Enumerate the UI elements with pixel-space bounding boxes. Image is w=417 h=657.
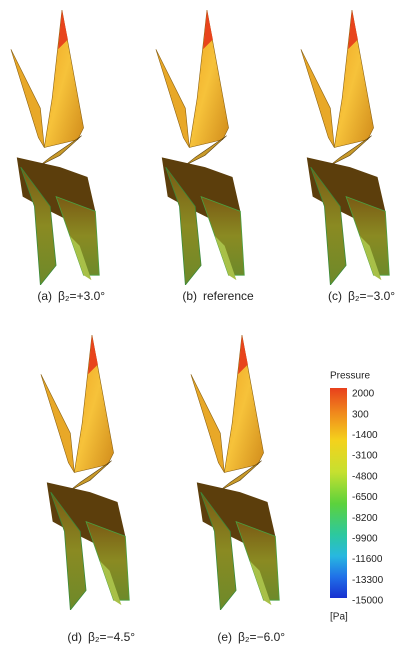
colorbar-tick-label: 300 — [352, 409, 369, 420]
blade-render — [10, 10, 100, 285]
colorbar-tick-label: 2000 — [352, 389, 375, 400]
panel-label: (e) — [217, 630, 232, 644]
colorbar-tick-label: -15000 — [352, 596, 384, 607]
colorbar-tick-label: -6500 — [352, 492, 378, 503]
colorbar-title: Pressure — [330, 371, 370, 382]
panel-caption: β₂=−3.0° — [348, 289, 395, 303]
panel-label: (d) — [67, 630, 82, 644]
colorbar: Pressure [Pa] 2000 300 -1400 -3100 -4800 -650… — [330, 371, 384, 623]
colorbar-gradient — [330, 388, 347, 598]
blade-render — [190, 335, 280, 610]
colorbar-tick-label: -11600 — [352, 554, 383, 565]
panel-label: (a) — [37, 289, 52, 303]
colorbar-unit: [Pa] — [330, 612, 348, 623]
blade-render — [40, 335, 130, 610]
colorbar-tick-label: -8200 — [352, 513, 378, 524]
colorbar-tick-label: -9900 — [352, 534, 378, 545]
blade-render — [155, 10, 245, 285]
panel-caption: reference — [203, 289, 254, 303]
colorbar-tick-label: -13300 — [352, 575, 384, 586]
colorbar-tick-label: -1400 — [352, 430, 378, 441]
panel-caption: β₂=−6.0° — [238, 630, 285, 644]
panel-label: (b) — [182, 289, 197, 303]
colorbar-tick-label: -4800 — [352, 471, 378, 482]
panel-label: (c) — [328, 289, 342, 303]
panel-caption: β₂=−4.5° — [88, 630, 135, 644]
panel-caption: β₂=+3.0° — [58, 289, 105, 303]
blade-render — [300, 10, 390, 285]
colorbar-tick-label: -3100 — [352, 451, 378, 462]
